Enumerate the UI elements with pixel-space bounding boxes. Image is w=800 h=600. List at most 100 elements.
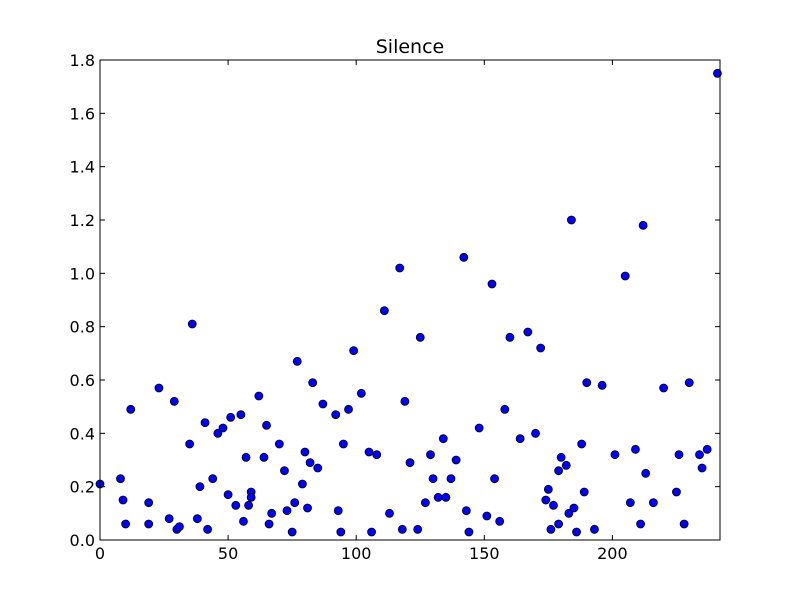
data-point — [459, 252, 469, 262]
data-point — [218, 423, 228, 433]
data-point — [241, 452, 251, 462]
data-point — [300, 447, 310, 457]
data-point — [208, 474, 218, 484]
data-point — [262, 420, 271, 430]
data-point — [287, 527, 297, 537]
data-point — [116, 474, 125, 484]
data-point — [684, 378, 694, 388]
data-point — [549, 500, 558, 510]
data-point — [554, 466, 563, 476]
data-point — [385, 508, 394, 518]
data-point — [672, 487, 681, 497]
data-point — [195, 482, 205, 492]
data-point — [446, 474, 456, 484]
x-axis: 0 50 100 150 200 — [95, 60, 628, 563]
data-point — [564, 508, 574, 518]
data-point — [572, 527, 581, 537]
data-point — [659, 383, 669, 393]
data-point — [620, 271, 630, 281]
data-point — [648, 498, 658, 508]
y-tick-label: 1.6 — [70, 104, 95, 123]
y-tick-label: 1.2 — [70, 211, 95, 230]
data-point — [554, 519, 563, 529]
data-point — [433, 492, 443, 502]
data-point — [482, 511, 492, 521]
data-point — [546, 524, 556, 534]
data-point — [610, 450, 620, 460]
data-point — [413, 524, 423, 534]
data-point — [264, 519, 274, 529]
data-point — [305, 458, 315, 468]
data-point — [203, 524, 213, 534]
data-point — [695, 450, 704, 460]
data-point — [505, 332, 515, 342]
data-point — [185, 439, 195, 449]
data-point — [541, 495, 551, 505]
y-tick-label: 1.4 — [70, 158, 95, 177]
data-point — [495, 516, 505, 526]
y-tick-label: 0.8 — [70, 318, 95, 337]
data-point — [474, 423, 484, 433]
data-point — [213, 428, 223, 438]
data-point — [561, 460, 571, 470]
points-layer — [95, 68, 722, 537]
y-tick-label: 0.2 — [70, 478, 95, 497]
data-point — [697, 463, 707, 473]
data-point — [144, 519, 154, 529]
data-point — [236, 410, 246, 420]
data-point — [344, 404, 353, 414]
y-axis: 0.0 0.2 0.4 0.6 0.8 1.0 1.2 1.4 1.6 1.8 — [70, 51, 720, 550]
chart-title: Silence — [376, 36, 445, 58]
data-point — [239, 516, 248, 526]
data-point — [121, 519, 131, 529]
data-point — [175, 522, 184, 532]
data-point — [590, 524, 599, 534]
data-point — [420, 498, 430, 508]
data-point — [543, 484, 553, 494]
data-point — [451, 455, 461, 465]
data-point — [246, 492, 256, 502]
data-point — [274, 439, 284, 449]
data-point — [438, 434, 448, 444]
data-point — [367, 527, 376, 537]
data-point — [426, 450, 435, 460]
data-point — [379, 306, 389, 316]
data-point — [577, 439, 587, 449]
data-point — [338, 439, 348, 449]
data-point — [231, 500, 241, 510]
data-point — [556, 452, 566, 462]
data-point — [187, 319, 197, 329]
x-tick-label: 0 — [95, 544, 105, 563]
y-tick-label: 0.4 — [70, 424, 95, 443]
data-point — [515, 434, 525, 444]
data-point — [500, 404, 510, 414]
data-point — [290, 498, 300, 508]
data-point — [531, 428, 540, 438]
data-point — [164, 514, 174, 524]
data-point — [356, 388, 366, 398]
data-point — [259, 452, 269, 462]
data-point — [154, 383, 164, 393]
data-point — [395, 263, 405, 273]
x-tick-label: 200 — [597, 544, 628, 563]
data-point — [464, 527, 474, 537]
data-point — [523, 327, 533, 337]
data-point — [118, 495, 128, 505]
data-point — [331, 410, 341, 420]
data-point — [303, 503, 312, 513]
data-point — [308, 378, 318, 388]
data-point — [244, 500, 253, 510]
data-point — [254, 391, 264, 401]
y-tick-label: 0.6 — [70, 371, 95, 390]
data-point — [636, 519, 645, 529]
data-point — [400, 396, 410, 406]
data-point — [349, 346, 359, 356]
data-point — [490, 474, 499, 484]
data-point — [126, 404, 136, 414]
data-point — [567, 215, 576, 225]
data-point — [318, 399, 328, 409]
x-tick-label: 100 — [341, 544, 372, 563]
data-point — [200, 418, 210, 428]
data-point — [428, 474, 438, 484]
